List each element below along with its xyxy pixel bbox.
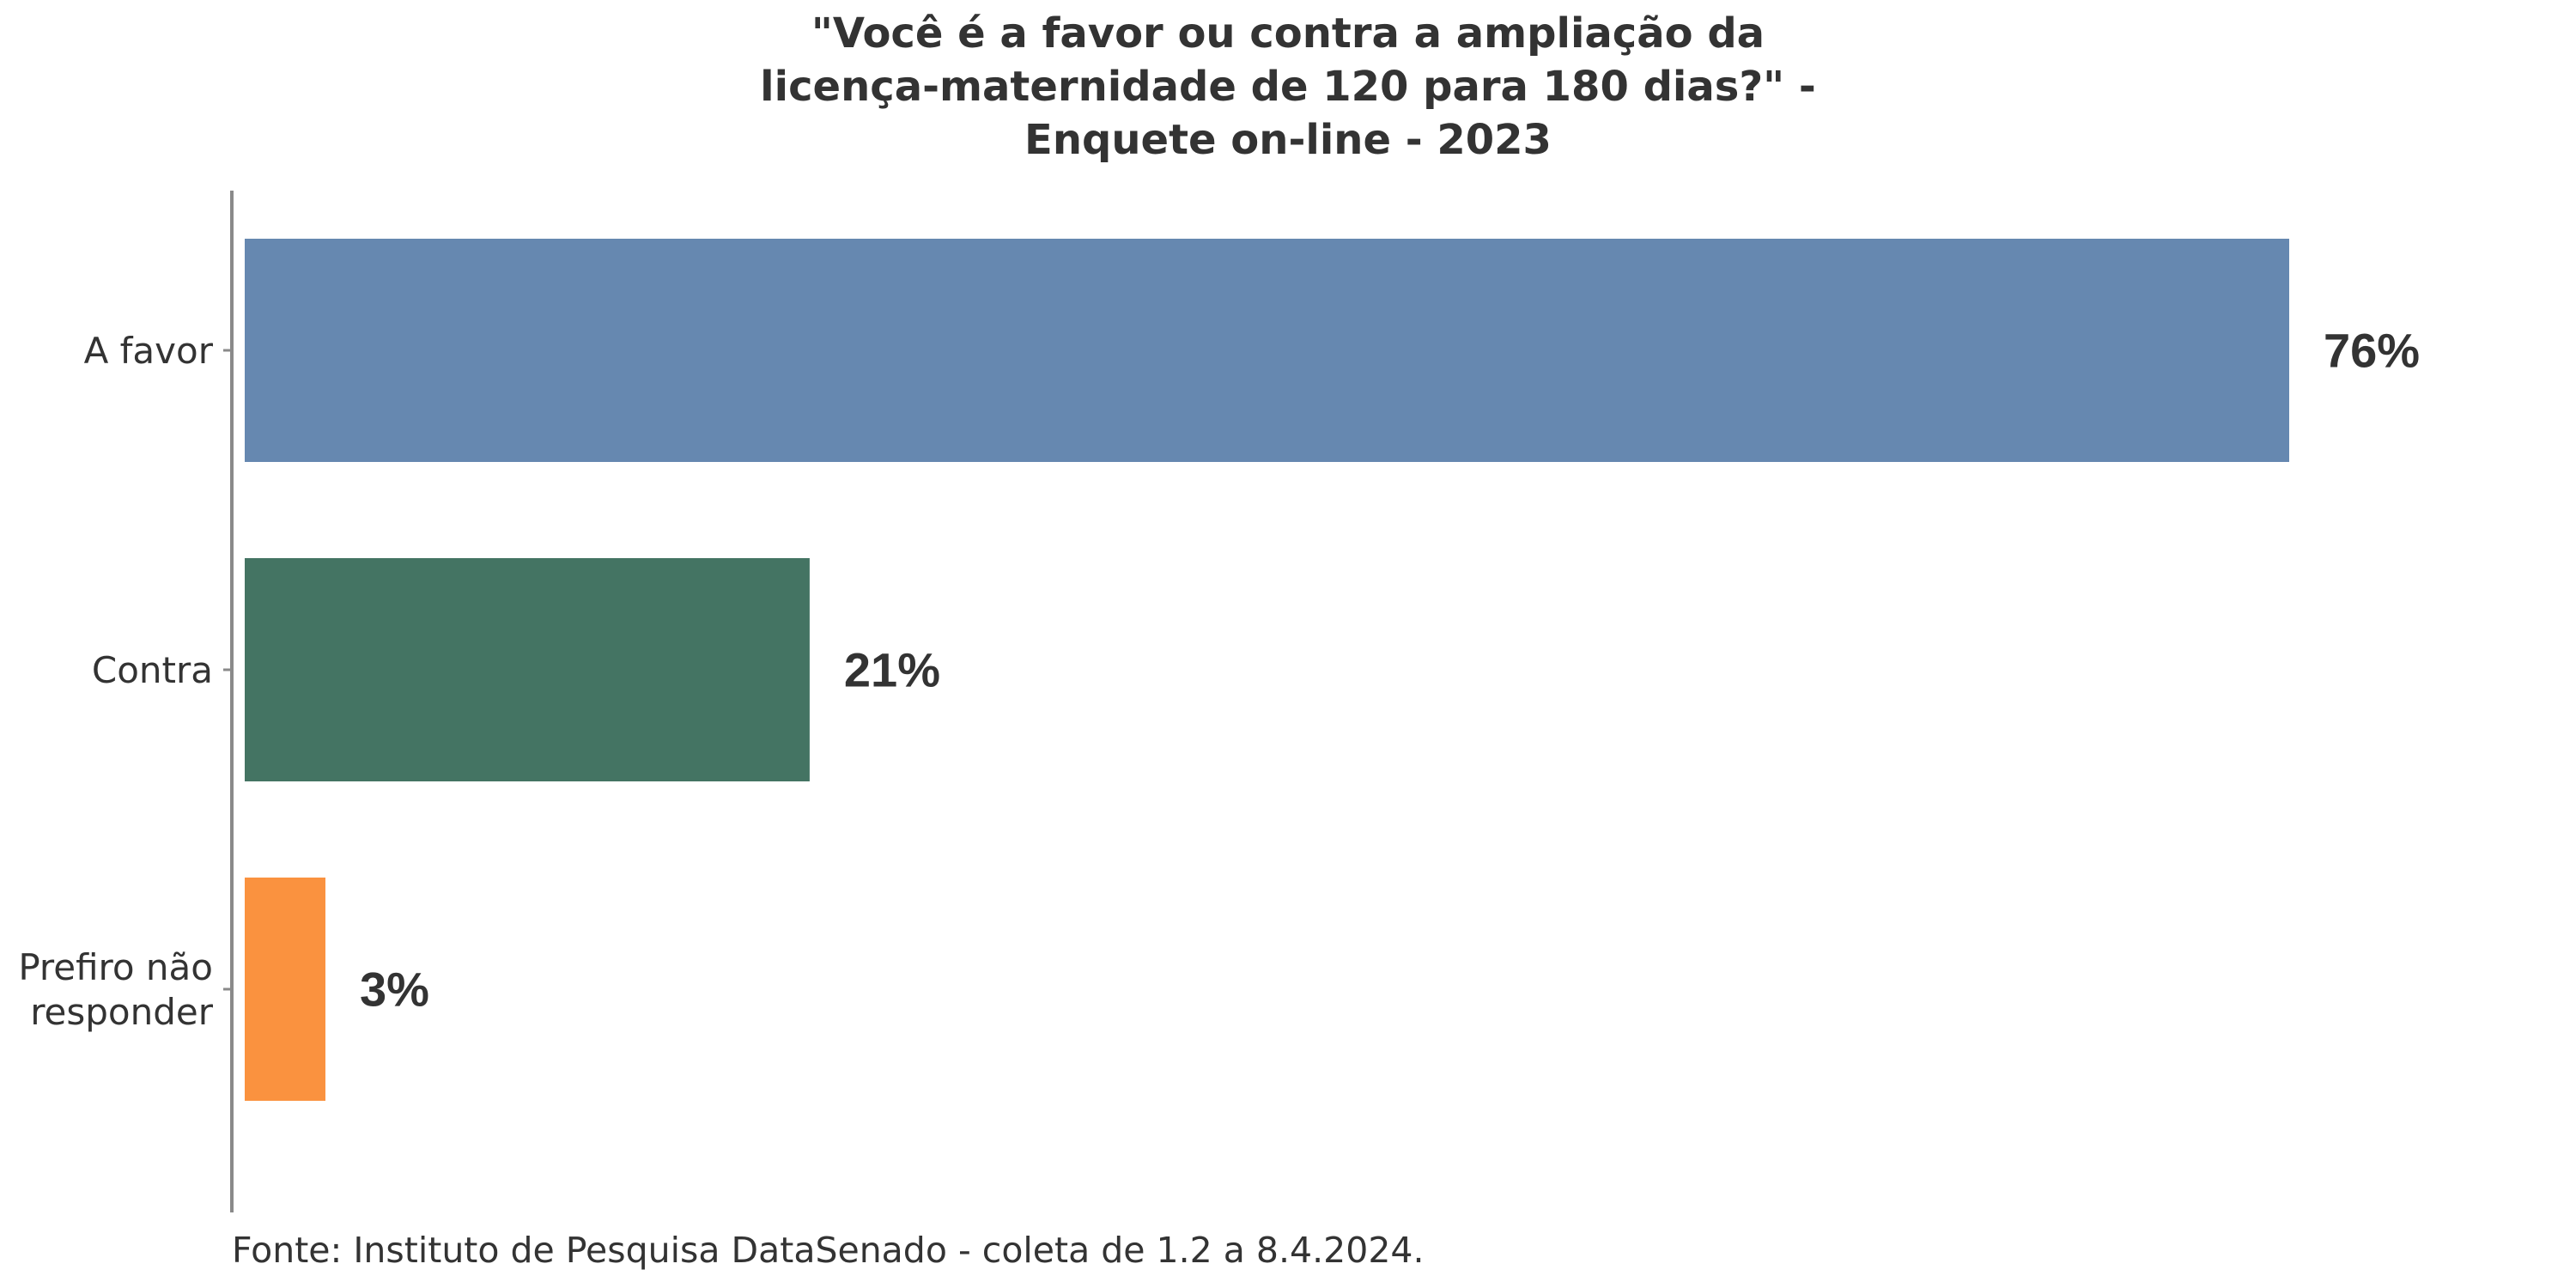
value-label-1: 21% xyxy=(844,643,940,697)
category-label-line: Contra xyxy=(92,649,213,691)
chart-source-note: Fonte: Instituto de Pesquisa DataSenado … xyxy=(232,1230,1425,1271)
value-label-2: 3% xyxy=(360,963,429,1017)
category-labels: A favor Contra Prefiro não responder xyxy=(18,330,213,1033)
bar-0 xyxy=(245,239,2289,462)
chart-title: "Você é a favor ou contra a ampliação da… xyxy=(0,7,2576,167)
category-label-1: Contra xyxy=(92,649,213,691)
category-label-2: Prefiro não responder xyxy=(18,946,213,1033)
bars-layer xyxy=(245,239,2289,1101)
chart-title-line-1: "Você é a favor ou contra a ampliação da xyxy=(811,9,1765,58)
category-label-line: A favor xyxy=(84,330,214,372)
category-label-0: A favor xyxy=(84,330,214,372)
category-label-line: Prefiro não xyxy=(18,946,213,988)
chart-title-line-2: licença-maternidade de 120 para 180 dias… xyxy=(760,63,1816,111)
bar-2 xyxy=(245,878,325,1101)
chart-title-line-3: Enquete on-line - 2023 xyxy=(1024,116,1552,164)
value-labels: 76% 21% 3% xyxy=(360,324,2420,1017)
bar-1 xyxy=(245,558,810,781)
category-label-line: responder xyxy=(30,991,214,1033)
value-label-0: 76% xyxy=(2324,324,2420,378)
